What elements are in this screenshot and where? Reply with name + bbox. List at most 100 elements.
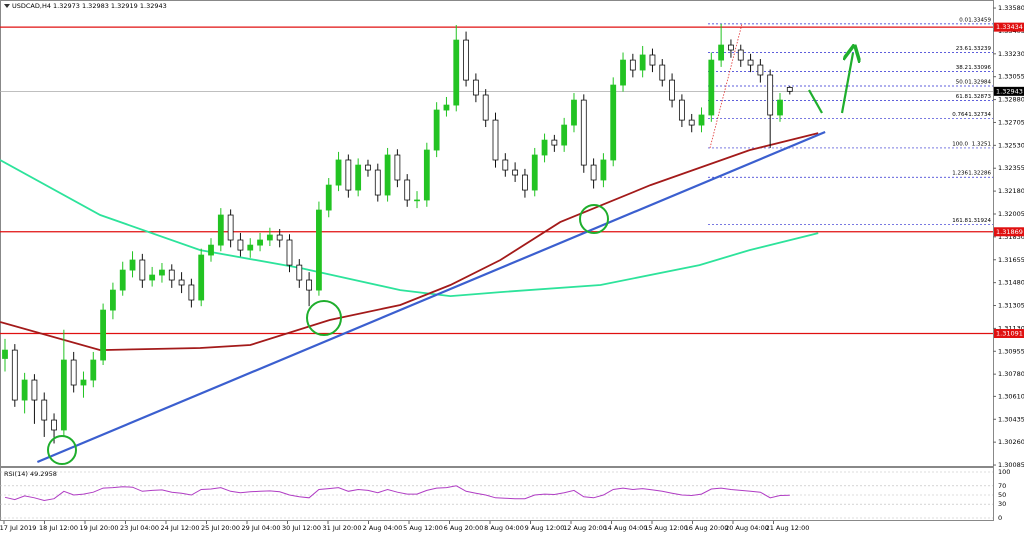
fib-price: 1.32286 [968,171,991,177]
candle-body [463,39,469,81]
candle-body [119,269,126,291]
x-tick-label: 16 Aug 20:00 [685,524,729,532]
x-tick-label: 12 Aug 20:00 [563,524,607,532]
candle-body [257,239,263,246]
y-tick-label: 1.30085 [998,461,1024,469]
candle-body [718,44,725,61]
candle-body [590,164,597,181]
candle-body [620,59,626,86]
x-tick-label: 17 Jul 2019 [0,524,36,532]
candle-body [325,184,332,211]
rsi-tick-label: 30 [998,500,1006,508]
y-tick-label: 1.33580 [998,4,1024,12]
y-tick-label: 1.31655 [998,256,1024,264]
candle-body [728,44,734,51]
candle-body [374,169,381,196]
fib-ratio: 100.0 [952,141,968,147]
candle-body [286,239,293,266]
y-tick-label: 1.32005 [998,210,1024,218]
candle-body [708,59,715,116]
candle-body [669,79,675,101]
candle-body [149,274,156,281]
candle-body [688,119,695,126]
candle-body [100,309,106,361]
price-tag [994,329,1024,339]
candle-body [482,94,489,121]
candle-body [227,214,234,241]
candle-body [777,99,783,116]
fib-price: 1.32734 [968,112,991,118]
fib-price: 1.33459 [968,17,991,23]
candle-body [60,359,67,431]
candle-body [600,159,607,181]
highlight-circle [306,300,342,336]
candle-body [786,87,793,92]
fib-price: 1.3251 [972,141,991,147]
fib-ratio: 0.764 [952,112,968,118]
x-tick-label: 5 Aug 12:00 [403,524,443,532]
candle-body [266,234,273,241]
highlight-circle [47,435,77,465]
y-tick-label: 1.30610 [998,392,1024,400]
candle-body [345,159,352,191]
candle-body [580,99,587,166]
candle-body [217,214,224,246]
candle-body [276,234,283,241]
candle-body [414,199,420,202]
candle-body [110,289,116,311]
rsi-tick-label: 0 [998,514,1002,522]
x-tick-label: 29 Jul 04:00 [242,524,281,532]
candle-body [296,264,303,281]
x-tick-label: 15 Aug 12:00 [644,524,688,532]
candle-body [306,279,313,291]
candle-body [129,259,136,271]
candle-body [365,164,371,171]
y-tick-label: 1.32705 [998,118,1024,126]
fib-ratio: 23.6 [956,46,969,52]
price-tag-label: 1.33434 [996,23,1023,31]
candle-body [178,279,185,286]
fib-price: 1.32984 [968,79,991,85]
candle-body [384,154,391,196]
fib-price: 1.31924 [968,218,991,224]
x-tick-label: 14 Aug 04:00 [604,524,648,532]
y-tick-label: 1.32180 [998,187,1024,195]
fib-price: 1.32873 [968,94,991,100]
x-tick-label: 2 Aug 04:00 [363,524,403,532]
candle-body [531,154,538,191]
candle-body [70,359,77,386]
x-tick-label: 25 Jul 20:00 [201,524,240,532]
trendline [36,130,826,464]
price-tag-label: 1.31091 [996,330,1023,338]
candle-body [767,74,774,116]
candle-body [247,244,254,251]
rsi-tick-label: 100 [998,468,1010,476]
y-tick-label: 1.30435 [998,415,1024,423]
x-tick-label: 8 Aug 04:00 [484,524,524,532]
candle-body [423,149,430,201]
candle-body [168,269,175,281]
candle-body [198,254,205,301]
candle-body [610,84,617,161]
y-tick-label: 1.30260 [998,438,1024,446]
x-tick-label: 6 Aug 20:00 [444,524,484,532]
candle-body [629,59,636,71]
y-tick-label: 1.32355 [998,164,1024,172]
candle-body [747,59,754,66]
y-tick-label: 1.31305 [998,302,1024,310]
rsi-tick-label: 50 [998,491,1006,499]
candle-body [492,119,499,161]
rsi-label: RSI(14) 49.2958 [4,470,57,478]
y-tick-label: 1.31130 [998,324,1024,332]
candle-body [208,244,214,256]
y-tick-label: 1.31830 [998,233,1024,241]
price-panel [0,0,994,467]
y-tick-label: 1.32530 [998,141,1024,149]
menu-arrow[interactable] [4,4,10,8]
x-tick-label: 18 Jul 12:00 [39,524,78,532]
plot-layer: 1.335801.334051.332301.330551.328801.327… [0,4,1024,532]
candle-body [2,349,8,359]
candle-body [453,39,460,106]
x-tick-label: 21 Aug 12:00 [766,524,810,532]
